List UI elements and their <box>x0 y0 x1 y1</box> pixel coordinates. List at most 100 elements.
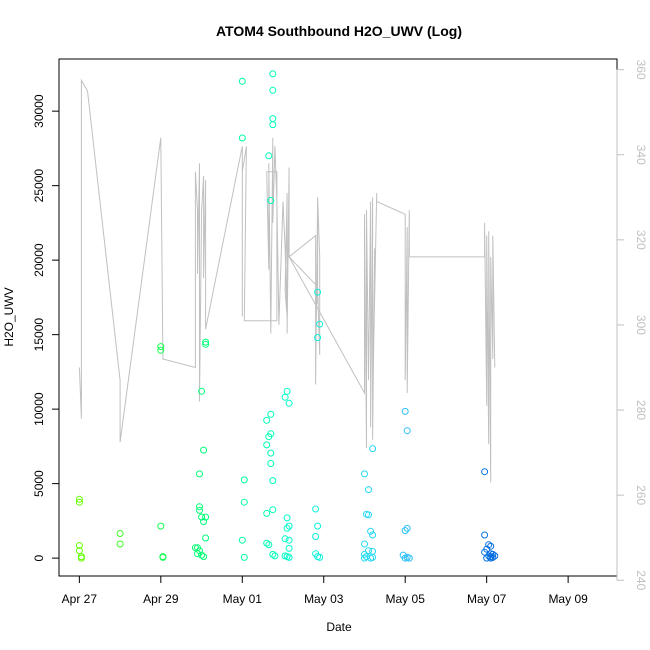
data-point <box>365 486 372 494</box>
data-point <box>285 553 293 561</box>
data-point <box>269 550 277 558</box>
data-point <box>269 506 277 514</box>
data-point <box>361 540 368 548</box>
x-tick-label: May 07 <box>467 592 507 606</box>
data-point <box>487 554 495 562</box>
data-point <box>481 468 489 476</box>
data-point <box>281 393 289 401</box>
data-point <box>485 541 493 549</box>
data-point <box>267 410 275 418</box>
data-point <box>157 343 165 351</box>
data-point <box>285 522 293 530</box>
data-point <box>491 552 499 560</box>
data-point <box>75 542 83 549</box>
data-point <box>267 449 275 457</box>
data-point <box>401 407 409 415</box>
x-axis-label: Date <box>326 620 352 634</box>
data-point <box>240 498 248 506</box>
y-axis-right: 240 260 280 300 320 340 360 <box>616 60 648 591</box>
data-point <box>483 554 491 562</box>
series-line <box>78 78 496 483</box>
y2-tick-label: 320 <box>634 230 648 250</box>
y-tick-label: 25000 <box>32 169 46 203</box>
y-axis-label: H2O_UWV <box>2 287 16 346</box>
y-tick-label: 10000 <box>32 392 46 426</box>
y2-tick-label: 300 <box>634 315 648 335</box>
data-point <box>283 524 291 532</box>
data-point <box>198 551 206 559</box>
data-point <box>198 513 206 521</box>
right-axis-line-series <box>78 78 496 483</box>
data-point <box>200 518 208 526</box>
x-tick-label: May 03 <box>304 592 344 606</box>
data-point <box>196 547 203 555</box>
data-point <box>75 547 83 555</box>
plot-frame <box>58 58 618 577</box>
data-point <box>265 152 273 160</box>
data-point <box>403 524 411 532</box>
data-point <box>361 554 368 562</box>
data-point <box>285 536 293 544</box>
data-point <box>271 552 279 560</box>
data-point <box>157 346 165 354</box>
data-point <box>202 513 210 521</box>
y-tick-label: 15000 <box>32 318 46 352</box>
x-tick-label: May 09 <box>548 592 588 606</box>
data-point <box>202 534 210 542</box>
data-point <box>367 527 375 535</box>
y-tick-label: 20000 <box>32 243 46 277</box>
data-point <box>200 553 208 561</box>
data-point <box>269 70 277 78</box>
data-point <box>281 535 289 543</box>
data-point <box>283 387 291 395</box>
data-point <box>489 550 497 558</box>
data-point <box>283 514 291 522</box>
data-point <box>314 522 322 530</box>
x-axis: Apr 27 Apr 29 May 01 May 03 May 05 May 07 May … <box>62 575 588 606</box>
data-point <box>269 121 277 129</box>
data-point <box>238 134 246 142</box>
data-point <box>238 536 246 544</box>
data-point <box>263 441 271 449</box>
data-point <box>198 387 206 395</box>
data-point <box>269 477 277 485</box>
data-point <box>312 533 320 540</box>
x-tick-label: May 05 <box>386 592 426 606</box>
data-point <box>75 495 83 503</box>
data-point <box>312 505 320 513</box>
y2-tick-label: 340 <box>634 145 648 165</box>
data-point <box>77 554 85 562</box>
x-tick-label: May 01 <box>223 592 263 606</box>
data-point <box>263 509 271 517</box>
data-point <box>267 430 275 438</box>
y-tick-label: 30000 <box>32 94 46 128</box>
x-tick-label: Apr 27 <box>62 592 98 606</box>
data-point <box>405 554 413 562</box>
data-point <box>196 470 203 478</box>
data-point <box>269 86 277 94</box>
y2-tick-label: 280 <box>634 400 648 420</box>
data-point <box>75 498 83 506</box>
data-point <box>116 540 124 548</box>
data-point <box>196 506 203 514</box>
data-point <box>267 197 275 204</box>
data-point <box>263 416 271 424</box>
data-point <box>285 544 293 552</box>
data-point <box>314 288 322 296</box>
y-axis-left: 0 5000 10000 15000 20000 25000 30000 <box>32 94 60 561</box>
data-point <box>159 553 167 561</box>
data-point <box>240 476 248 484</box>
data-point <box>157 522 165 530</box>
data-point <box>200 446 208 454</box>
y2-tick-label: 360 <box>634 60 648 80</box>
data-point <box>263 539 271 547</box>
data-point <box>365 511 372 519</box>
data-point <box>285 399 293 407</box>
data-point <box>265 541 273 549</box>
data-point <box>240 553 248 561</box>
data-point <box>267 460 275 467</box>
data-point <box>314 334 322 342</box>
data-point <box>481 531 489 539</box>
data-point <box>361 550 368 558</box>
